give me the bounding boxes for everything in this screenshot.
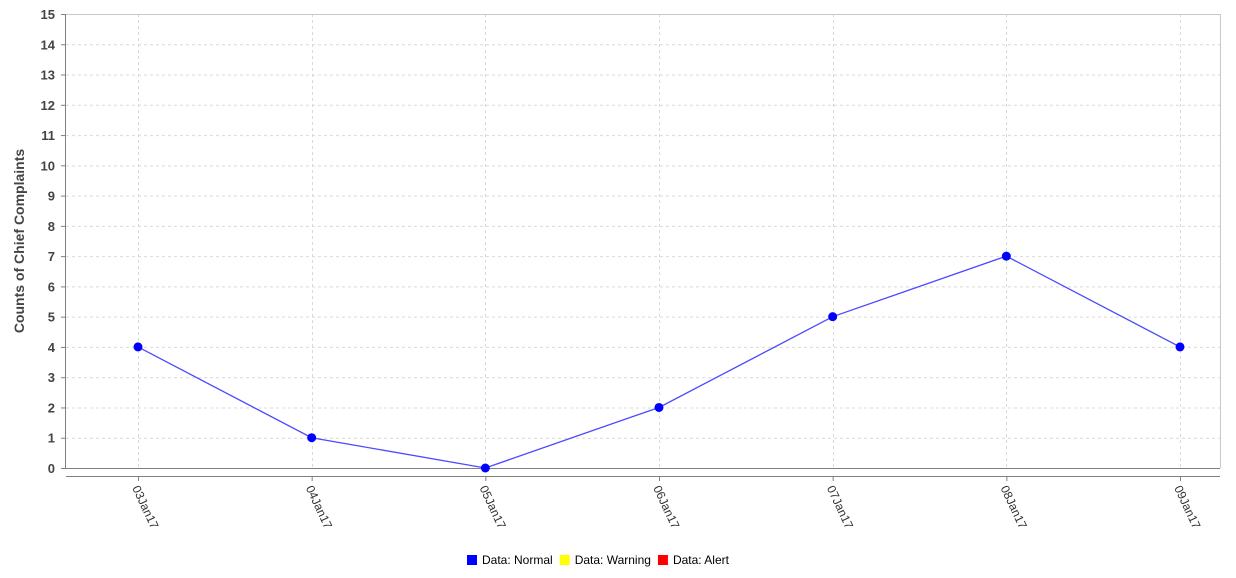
x-tick-label: 09Jan17	[1171, 483, 1203, 531]
y-tick-label: 10	[41, 158, 55, 173]
legend-swatch	[657, 555, 668, 565]
data-point	[133, 342, 143, 352]
x-tick-label: 08Jan17	[998, 483, 1030, 531]
y-tick-label: 2	[48, 400, 55, 415]
series-layer	[133, 251, 1185, 473]
data-point	[307, 433, 317, 443]
y-tick-label: 3	[48, 370, 55, 385]
y-tick-label: 6	[48, 279, 55, 294]
y-tick-label: 4	[48, 340, 56, 355]
y-axis-title: Counts of Chief Complaints	[11, 149, 27, 334]
legend-swatch	[467, 555, 477, 565]
data-point	[828, 312, 838, 322]
legend-swatch	[559, 555, 570, 565]
y-tick-label: 8	[48, 219, 55, 234]
y-tick-label: 7	[48, 249, 55, 264]
legend-label: Data: Alert	[673, 553, 730, 567]
x-tick-label: 06Jan17	[650, 483, 682, 531]
y-tick-label: 14	[41, 37, 56, 52]
legend: Data: Normal Data: Warning Data: Alert	[467, 553, 730, 567]
legend-label: Data: Warning	[575, 553, 651, 567]
x-tick-label: 03Jan17	[129, 483, 161, 531]
x-tick-labels: 03Jan17 04Jan17 05Jan17 06Jan17 07Jan17 08Jan…	[129, 476, 1204, 531]
x-tick-label: 07Jan17	[824, 483, 856, 531]
x-tick-label: 04Jan17	[303, 483, 335, 531]
legend-label: Data: Normal	[482, 553, 553, 567]
series-normal	[133, 251, 1185, 473]
y-tick-label: 0	[48, 461, 55, 476]
y-tick-label: 12	[41, 98, 55, 113]
data-point	[480, 463, 490, 473]
y-tick-label: 11	[41, 128, 55, 143]
data-point	[654, 402, 664, 412]
y-tick-label: 9	[48, 189, 55, 204]
grid-layer	[66, 14, 1220, 469]
y-tick-label: 15	[41, 7, 55, 22]
data-point	[1175, 342, 1185, 352]
x-tick-label: 05Jan17	[477, 483, 509, 531]
y-tick-label: 1	[48, 431, 55, 446]
axis-layer	[65, 14, 1221, 477]
y-tick-label: 13	[41, 68, 55, 83]
data-point	[1001, 251, 1011, 261]
y-tick-label: 5	[48, 310, 55, 325]
